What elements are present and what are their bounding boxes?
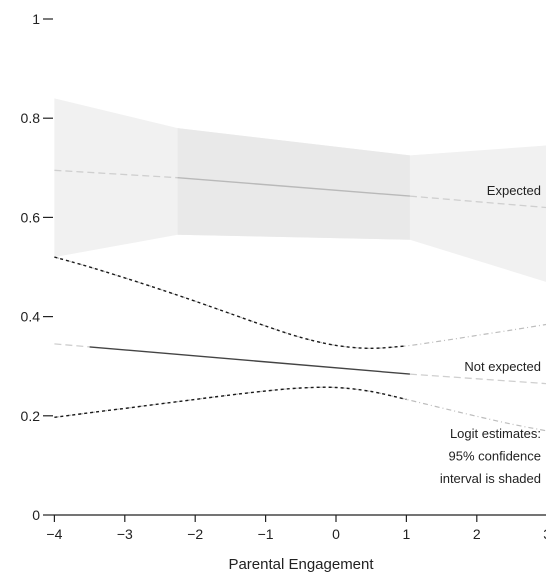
not-expected-label: Not expected <box>464 359 541 374</box>
not-expected-ci-lower <box>54 386 407 418</box>
note-line-2: 95% confidence <box>448 448 541 463</box>
x-tick-label: 1 <box>403 526 411 542</box>
x-tick-label: 2 <box>473 526 481 542</box>
y-tick-label: 0 <box>32 507 40 523</box>
expected-series-line <box>177 177 410 197</box>
confidence-bands <box>54 98 546 282</box>
note-line-1: Logit estimates: <box>450 426 541 441</box>
x-tick-label: 3 <box>543 526 546 542</box>
y-tick-label: 0.4 <box>21 309 41 325</box>
note-line-3: interval is shaded <box>440 471 541 486</box>
x-tick-label: −4 <box>46 526 62 542</box>
x-tick-label: −3 <box>117 526 133 542</box>
annotations: Expected Not expected Logit estimates: 95% … <box>440 183 541 486</box>
not-expected-ci-upper <box>54 256 407 350</box>
not-expected-ci-upper-extrapolated <box>54 256 546 349</box>
not-expected-ci-lower-extrapolated <box>54 386 546 432</box>
not-expected-extrapolation-right <box>409 373 546 385</box>
expected-extrapolation-left <box>54 169 178 179</box>
axes: −4 −3 −2 −1 0 1 2 3 0 0.2 0.4 0.6 0.8 1 <box>21 11 546 542</box>
expected-extrapolation-right <box>409 195 546 209</box>
x-tick-label: −2 <box>187 526 203 542</box>
y-tick-label: 0.2 <box>21 408 41 424</box>
expected-ci-band-observed <box>177 128 410 240</box>
expected-label: Expected <box>487 183 541 198</box>
series-lines <box>54 169 546 432</box>
not-expected-extrapolation-left <box>54 343 90 348</box>
x-tick-label: −1 <box>258 526 274 542</box>
x-tick-label: 0 <box>332 526 340 542</box>
y-tick-label: 0.8 <box>21 110 41 126</box>
y-tick-label: 0.6 <box>21 209 41 225</box>
not-expected-series-line <box>89 346 410 375</box>
y-tick-label: 1 <box>32 11 40 27</box>
x-axis-title: Parental Engagement <box>228 556 374 573</box>
